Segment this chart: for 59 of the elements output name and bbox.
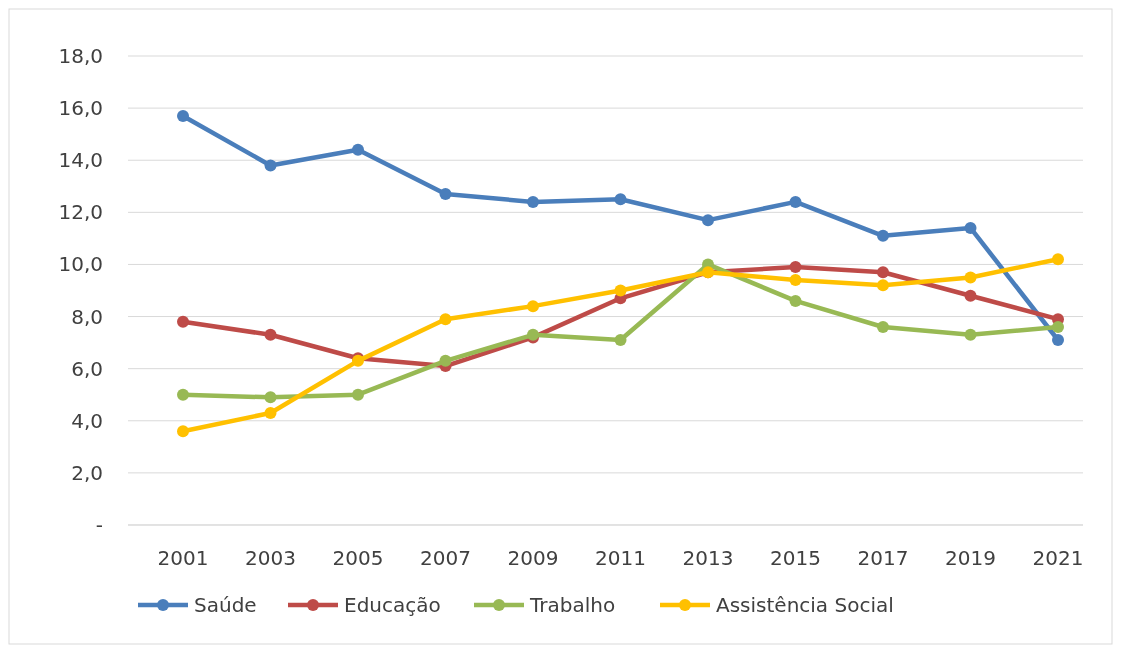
legend-label: Assistência Social <box>716 593 894 617</box>
point <box>177 425 189 438</box>
y-tick-label: 4,0 <box>71 408 103 433</box>
point <box>352 143 364 156</box>
point <box>352 388 364 401</box>
point <box>177 109 189 122</box>
y-tick-label: 8,0 <box>71 304 103 329</box>
x-tick-label: 2009 <box>507 546 559 570</box>
x-tick-label: 2017 <box>857 546 909 570</box>
point <box>789 294 802 307</box>
point <box>964 271 977 284</box>
y-tick-label: 12,0 <box>58 200 103 225</box>
y-tick-label: - <box>95 513 103 537</box>
y-tick-label: 10,0 <box>58 252 103 277</box>
x-tick-label: 2013 <box>682 546 734 570</box>
point <box>789 195 802 208</box>
legend-label: Saúde <box>194 593 257 617</box>
point <box>439 354 452 367</box>
point <box>264 406 277 419</box>
y-tick-label: 16,0 <box>58 96 103 121</box>
x-tick-label: 2005 <box>332 546 384 570</box>
x-tick-label: 2021 <box>1032 546 1084 570</box>
point <box>1052 253 1064 266</box>
point <box>264 328 277 341</box>
x-tick-label: 2007 <box>420 546 471 570</box>
point <box>177 315 189 328</box>
point <box>1052 320 1064 333</box>
y-tick-label: 18,0 <box>58 44 103 68</box>
point <box>789 261 802 274</box>
x-tick-label: 2001 <box>157 546 209 570</box>
point <box>614 284 627 297</box>
point <box>177 388 189 401</box>
x-tick-label: 2003 <box>245 546 296 570</box>
point <box>264 391 277 404</box>
point <box>702 214 714 227</box>
point <box>527 300 539 313</box>
x-tick-label: 2011 <box>595 546 646 570</box>
point <box>264 159 277 172</box>
point <box>964 221 977 234</box>
point <box>877 266 889 279</box>
point <box>439 188 452 201</box>
point <box>964 328 977 341</box>
point <box>964 289 977 302</box>
point <box>439 313 452 326</box>
legend-label: Educação <box>344 593 441 617</box>
y-tick-label: 2,0 <box>71 460 103 485</box>
x-tick-label: 2019 <box>945 546 996 570</box>
x-tick-label: 2015 <box>770 546 821 570</box>
y-tick-label: 6,0 <box>71 356 103 381</box>
point <box>877 279 889 292</box>
y-tick-label: 14,0 <box>58 148 103 173</box>
point <box>614 193 627 206</box>
point <box>877 229 889 242</box>
point <box>527 195 539 208</box>
point <box>1052 334 1064 347</box>
legend-label: Trabalho <box>529 593 616 617</box>
point <box>877 320 889 333</box>
point <box>614 334 627 347</box>
point <box>789 274 802 287</box>
